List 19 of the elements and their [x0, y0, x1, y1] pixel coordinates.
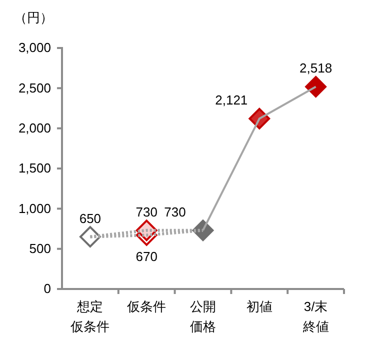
- x-tick-label: 公開価格: [190, 299, 216, 334]
- y-tick-label: 2,500: [18, 80, 51, 96]
- x-tick-label: 仮条件: [126, 299, 166, 314]
- y-tick-label: 3,000: [18, 40, 51, 56]
- y-tick-label: 0: [44, 281, 51, 296]
- x-tick-label: 3/末終値: [302, 299, 329, 334]
- data-label: 730: [164, 204, 186, 220]
- data-label: 730: [136, 204, 158, 220]
- x-tick-label: 初値: [246, 299, 272, 314]
- y-tick-label: 1,000: [18, 200, 51, 216]
- data-label: 670: [136, 249, 158, 264]
- x-tick-label: 想定仮条件: [70, 299, 110, 334]
- data-label: 2,121: [215, 92, 248, 108]
- y-tick-label: 1,500: [18, 160, 51, 176]
- data-label: 2,518: [300, 60, 332, 76]
- y-tick-label: 2,000: [18, 120, 51, 136]
- y-axis-title: （円）: [14, 10, 53, 25]
- y-tick-label: 500: [29, 240, 51, 256]
- data-label: 650: [79, 210, 102, 226]
